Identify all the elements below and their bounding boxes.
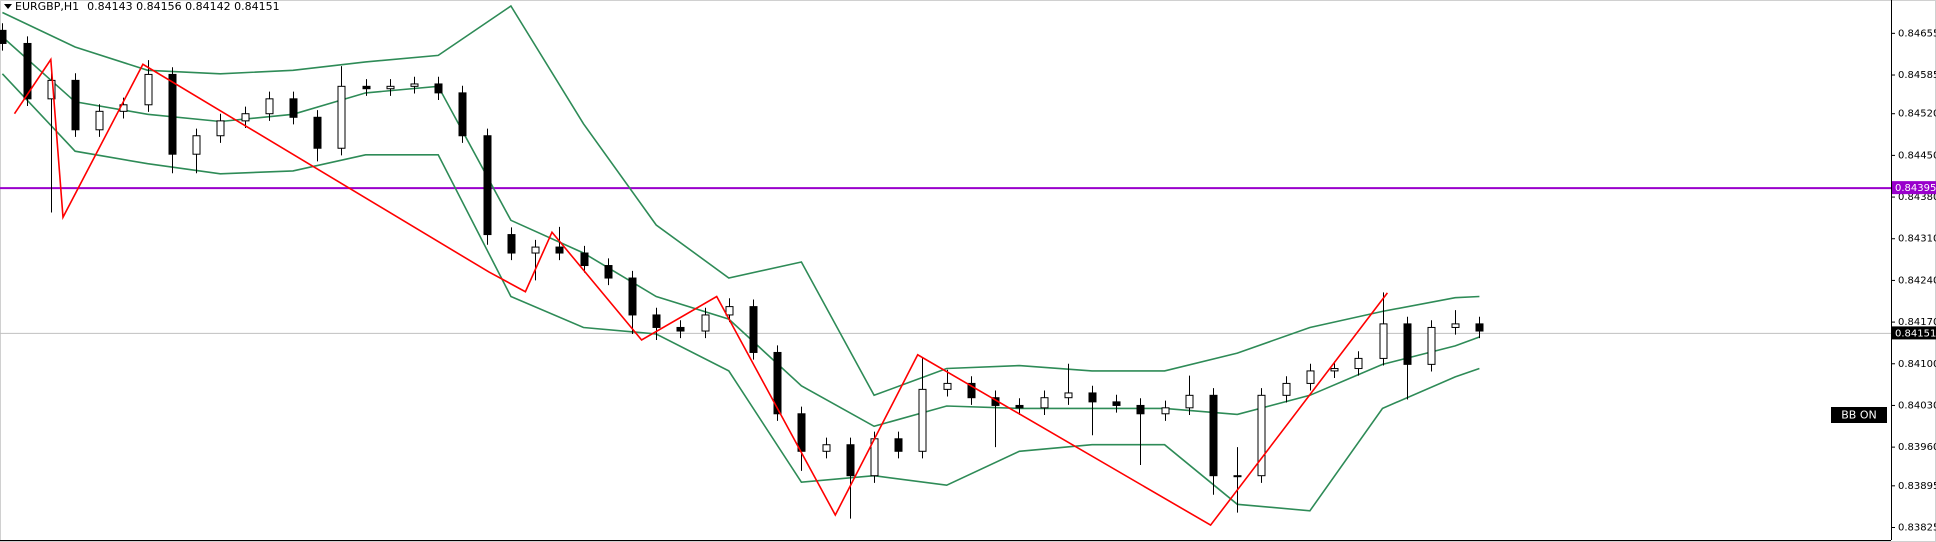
candle-body <box>797 413 806 452</box>
candle-body <box>483 135 492 236</box>
candle-body <box>580 252 589 267</box>
candle-body <box>846 444 855 477</box>
candle-body <box>23 42 32 100</box>
candle-body <box>1354 357 1363 370</box>
candle-body <box>216 120 225 137</box>
candle-body <box>241 113 250 122</box>
symbol-title: EURGBP,H1 <box>15 0 79 13</box>
y-tick-label: 0.84240 <box>1898 275 1936 286</box>
candle-body <box>386 85 395 90</box>
candle-body <box>918 388 927 452</box>
candle-body <box>362 85 371 90</box>
hline-price-label: 0.84395 <box>1895 183 1936 194</box>
candle-body <box>434 83 443 94</box>
y-tick-label: 0.84655 <box>1898 28 1936 39</box>
candle-body <box>1427 326 1436 365</box>
ohlc-info: 0.84143 0.84156 0.84142 0.84151 <box>87 0 279 13</box>
candle-body <box>531 246 540 254</box>
indicator-label: BB ON <box>1841 409 1876 422</box>
y-tick-label: 0.84520 <box>1898 109 1936 120</box>
candle-body <box>0 29 7 44</box>
bollinger-band <box>2 4 1480 397</box>
candle-body <box>1306 370 1315 384</box>
zigzag-line <box>13 57 1389 527</box>
candle-body <box>652 314 661 328</box>
candle-body <box>507 234 516 254</box>
candle-body <box>47 79 56 100</box>
candle-body <box>1040 397 1049 409</box>
candle-body <box>1233 475 1242 478</box>
candle-body <box>749 306 758 353</box>
candle-body <box>943 382 952 390</box>
candle-body <box>168 73 177 155</box>
y-tick-label: 0.84170 <box>1898 317 1936 328</box>
candle-body <box>1136 404 1145 415</box>
candle-body <box>725 306 734 316</box>
candle-body <box>967 382 976 399</box>
candle-body <box>1112 401 1121 406</box>
candle-body <box>1475 323 1484 332</box>
candle-body <box>71 79 80 131</box>
candle-body <box>701 314 710 332</box>
y-tick-label: 0.83895 <box>1898 481 1936 492</box>
candle-body <box>894 438 903 452</box>
y-tick-label: 0.84030 <box>1898 400 1936 411</box>
candle-body <box>1185 394 1194 409</box>
candle-body <box>555 246 564 254</box>
current-price-label: 0.84151 <box>1895 328 1936 339</box>
candle-body <box>1161 407 1170 415</box>
bollinger-band <box>1 36 1480 428</box>
y-tick-label: 0.83960 <box>1898 442 1936 453</box>
candle-body <box>458 92 467 137</box>
candle-body <box>773 351 782 415</box>
hline-price-box <box>1892 181 1936 195</box>
candle-body <box>289 98 298 118</box>
candle-body <box>313 116 322 149</box>
candle-body <box>822 444 831 452</box>
candle-body <box>1451 323 1460 328</box>
candle-body <box>265 98 274 115</box>
menu-triangle <box>4 4 12 9</box>
y-tick-label: 0.84310 <box>1898 234 1936 245</box>
bollinger-band <box>1 73 1480 512</box>
y-tick-label: 0.84450 <box>1898 150 1936 161</box>
candle-body <box>628 277 637 316</box>
candle-body <box>337 85 346 149</box>
y-tick-label: 0.84585 <box>1898 70 1936 81</box>
candle-body <box>1330 368 1339 372</box>
candle-body <box>1379 323 1388 359</box>
candle-body <box>1064 392 1073 399</box>
candle-body <box>1403 323 1412 365</box>
candle-body <box>676 326 685 332</box>
candle-body <box>1257 394 1266 477</box>
candle-body <box>1209 394 1218 477</box>
candle-body <box>144 73 153 106</box>
candle-body <box>95 110 104 131</box>
candle-body <box>1282 382 1291 396</box>
candle-body <box>192 135 201 155</box>
y-tick-label: 0.84380 <box>1898 192 1936 203</box>
candle-body <box>410 83 419 87</box>
y-tick-label: 0.83825 <box>1898 522 1936 533</box>
candle-body <box>1088 392 1097 403</box>
current-price-box <box>1892 326 1936 340</box>
candle-body <box>1015 404 1024 409</box>
indicator-box <box>1831 407 1887 423</box>
candle-body <box>604 265 613 279</box>
y-tick-label: 0.84100 <box>1898 359 1936 370</box>
